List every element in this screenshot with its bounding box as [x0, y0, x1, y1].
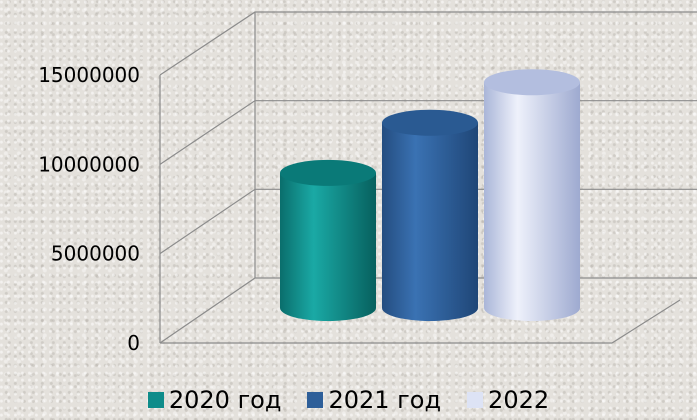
y-tick-label-3: 15000000 — [38, 63, 140, 87]
legend-swatch-2020 — [147, 392, 164, 408]
bars — [280, 69, 580, 322]
y-tick-label-2: 10000000 — [38, 152, 140, 176]
bar-top-2 — [484, 69, 580, 96]
floor-front-edge — [160, 299, 681, 344]
legend-item-2020: 2020 год — [147, 385, 282, 415]
chart-frame — [159, 11, 697, 344]
legend-swatch-2022 — [467, 392, 484, 408]
legend-item-2021: 2021 год — [307, 385, 441, 415]
bar-top-1 — [382, 109, 478, 136]
legend-swatch-2021 — [307, 392, 324, 408]
bar-body-2 — [484, 82, 580, 321]
legend-item-2022: 2022 — [467, 385, 549, 415]
y-axis-ticks: 0 5000000 10000000 15000000 — [38, 63, 140, 355]
bar-body-1 — [382, 122, 478, 322]
bar-2022 — [484, 69, 580, 321]
bar-2020 год — [280, 159, 376, 321]
legend: 2020 год 2021 год 2022 — [0, 385, 697, 415]
chart-area: 0 5000000 10000000 15000000 — [38, 11, 697, 355]
bar-top-0 — [280, 159, 376, 186]
bar-body-0 — [280, 172, 376, 321]
y-tick-label-1: 5000000 — [51, 242, 140, 266]
bar-2021 год — [382, 109, 478, 322]
legend-label-2022: 2022 — [488, 386, 550, 414]
gridline-3 — [159, 11, 697, 76]
legend-label-2021: 2021 год — [328, 386, 442, 414]
y-tick-label-0: 0 — [127, 331, 140, 355]
legend-label-2020: 2020 год — [168, 386, 282, 414]
